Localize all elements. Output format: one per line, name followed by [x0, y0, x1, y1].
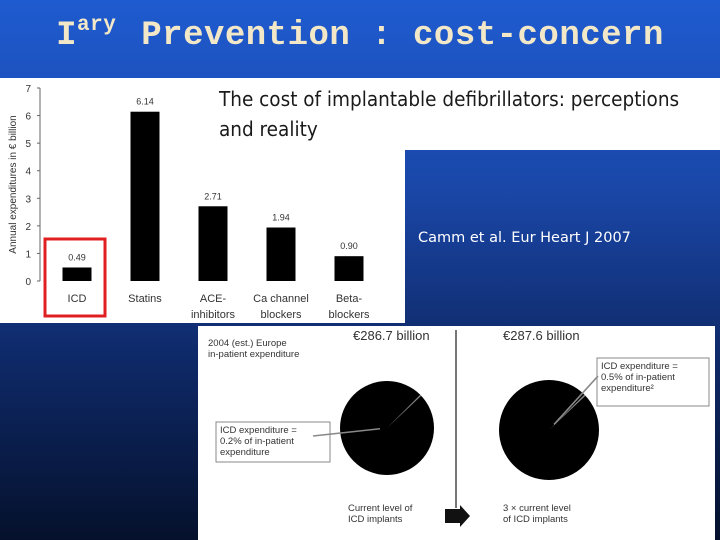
- y-tick-label: 6: [25, 112, 31, 123]
- bar-value-label: 0.49: [68, 252, 86, 262]
- x-category-label: inhibitors: [191, 309, 236, 321]
- bar-chart: 0 1 2 3 4 5 6 7 Annual expenditures in € billion…: [8, 84, 370, 321]
- pie-annotation-text: expenditure: [220, 447, 270, 458]
- article-title: The cost of implantable defibrillators: …: [219, 87, 680, 141]
- x-category-label: Ca channel: [253, 293, 309, 305]
- bar: [266, 227, 296, 281]
- pie-annotation-box: [215, 421, 331, 463]
- y-tick-label: 4: [25, 167, 31, 178]
- bar-value-label: 6.14: [136, 97, 154, 107]
- y-axis-label: Annual expenditures in € billion: [8, 115, 19, 253]
- bar: [62, 267, 92, 281]
- pie-annotation-box: [596, 357, 710, 407]
- bar: [130, 111, 160, 281]
- pie-annotation-text: 0.2% of in-patient: [220, 436, 294, 447]
- pie-annotation-text: ICD expenditure =: [601, 361, 678, 372]
- pie-footer-label: 3 × current level: [503, 503, 571, 514]
- bar: [334, 256, 364, 281]
- x-category-label: Statins: [128, 293, 162, 305]
- y-tick-label: 7: [25, 84, 31, 95]
- pie-total-label: €286.7 billion: [353, 328, 430, 343]
- pie-annotation-text: ICD expenditure =: [220, 425, 297, 436]
- bar-value-label: 1.94: [272, 213, 290, 223]
- article-title-panel: The cost of implantable defibrillators: …: [205, 78, 720, 150]
- y-tick-label: 0: [25, 277, 31, 288]
- pie-slice-icd: [387, 394, 422, 428]
- citation: Camm et al. Eur Heart J 2007: [418, 230, 631, 246]
- x-category-label: blockers: [261, 309, 302, 321]
- pie-header-label: 2004 (est.) Europe: [208, 338, 287, 349]
- pie-annotation-text: 0.5% of in-patient: [601, 372, 675, 383]
- x-category-label: ACE-: [200, 293, 227, 305]
- pie-header-label: in-patient expenditure: [208, 349, 299, 360]
- pie-footer-label: ICD implants: [348, 514, 403, 525]
- x-category-label: blockers: [329, 309, 370, 321]
- y-tick-label: 1: [25, 249, 31, 260]
- bar: [198, 206, 228, 281]
- bar-value-label: 2.71: [204, 191, 222, 201]
- pie-footer-label: of ICD implants: [503, 514, 568, 525]
- pie-annotation-text: expenditure²: [601, 383, 654, 394]
- arrow-right-icon: [445, 505, 470, 527]
- pie-leader-line: [312, 427, 381, 437]
- y-tick-label: 2: [25, 222, 31, 233]
- x-category-label: ICD: [68, 293, 87, 305]
- bar-value-label: 0.90: [340, 241, 358, 251]
- pie-total-label: €287.6 billion: [503, 328, 580, 343]
- pie-slice-icd: [549, 394, 586, 430]
- icd-highlight-box: [43, 237, 107, 318]
- pie-chart-panel: 2004 (est.) Europe in-patient expenditure…: [198, 326, 715, 540]
- pie-leader-line: [553, 375, 599, 425]
- slide-title: Iary Prevention : cost-concern: [56, 14, 664, 55]
- x-category-label: Beta-: [336, 293, 363, 305]
- pie-footer-label: Current level of: [348, 503, 413, 514]
- y-tick-label: 3: [25, 194, 31, 205]
- y-tick-label: 5: [25, 139, 31, 150]
